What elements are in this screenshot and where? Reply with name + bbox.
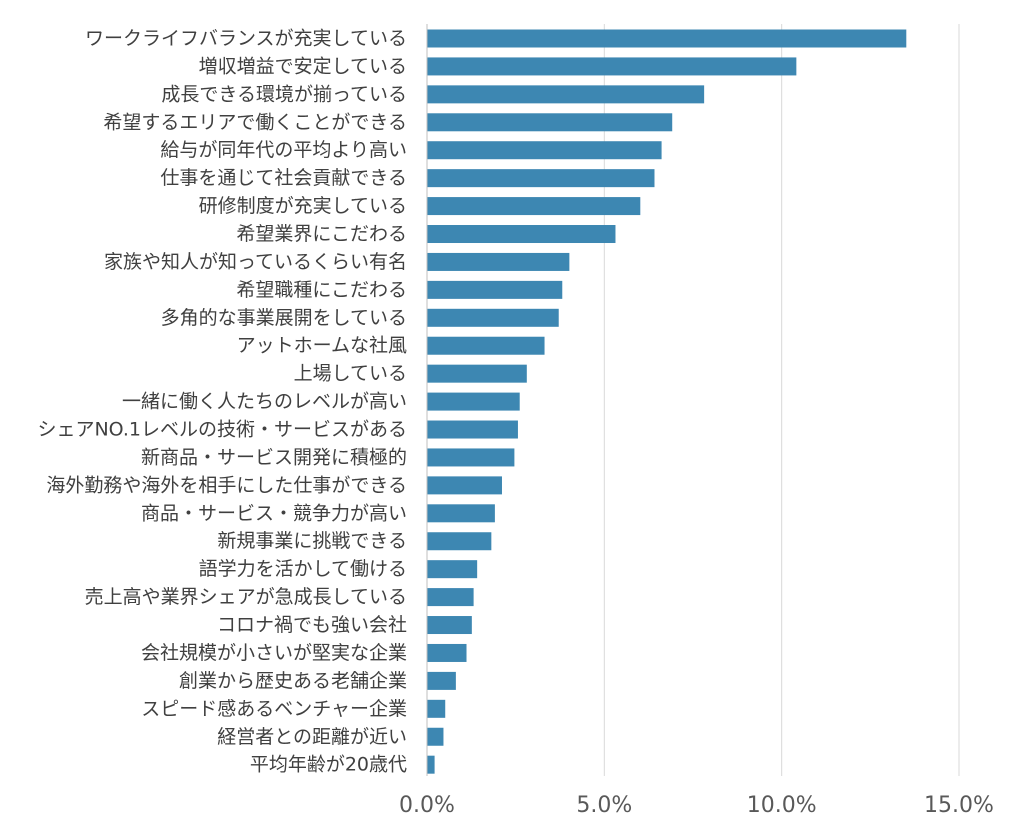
category-label: 創業から歴史ある老舗企業 bbox=[179, 670, 407, 692]
x-tick-label: 0.0% bbox=[399, 793, 455, 818]
category-label: 海外勤務や海外を相手にした仕事ができる bbox=[46, 474, 407, 496]
category-label: 増収増益で安定している bbox=[199, 55, 407, 77]
x-tick-labels: 0.0% 5.0% 10.0% 15.0% bbox=[399, 793, 994, 818]
bar bbox=[427, 643, 467, 662]
bar bbox=[427, 476, 502, 495]
bar bbox=[427, 364, 527, 383]
category-label: 語学力を活かして働ける bbox=[199, 558, 407, 580]
category-label: シェアNO.1レベルの技術・サービスがある bbox=[37, 419, 407, 441]
category-label: 給与が同年代の平均より高い bbox=[160, 139, 407, 161]
category-label: 仕事を通じて社会貢献できる bbox=[160, 167, 407, 189]
bar bbox=[427, 85, 705, 104]
bar bbox=[427, 755, 435, 774]
category-label: 上場している bbox=[294, 363, 407, 385]
category-label: コロナ禍でも強い会社 bbox=[217, 614, 407, 636]
category-labels: ワークライフバランスが充実している増収増益で安定している成長できる環境が揃ってい… bbox=[37, 28, 407, 776]
category-label: 新商品・サービス開発に積極的 bbox=[141, 446, 407, 468]
bar bbox=[427, 29, 907, 48]
category-label: 一緒に働く人たちのレベルが高い bbox=[122, 391, 407, 413]
category-label: ワークライフバランスが充実している bbox=[85, 28, 407, 50]
bar bbox=[427, 141, 662, 160]
bar bbox=[427, 671, 456, 690]
category-label: 平均年齢が20歳代 bbox=[250, 754, 407, 776]
category-label: 家族や知人が知っているくらい有名 bbox=[104, 251, 407, 273]
bar bbox=[427, 699, 446, 718]
category-label: 新規事業に挑戦できる bbox=[217, 530, 407, 552]
category-label: 売上高や業界シェアが急成長している bbox=[85, 586, 407, 608]
category-label: 希望するエリアで働くことができる bbox=[103, 111, 407, 133]
category-label: 成長できる環境が揃っている bbox=[161, 83, 407, 105]
category-label: 希望業界にこだわる bbox=[236, 223, 407, 245]
bar bbox=[427, 420, 518, 439]
category-label: 多角的な事業展開をしている bbox=[161, 307, 407, 329]
bar bbox=[427, 57, 797, 76]
bar bbox=[427, 532, 492, 551]
bar bbox=[427, 616, 472, 635]
category-label: 研修制度が充実している bbox=[199, 195, 407, 217]
bar bbox=[427, 560, 478, 579]
bar bbox=[427, 252, 570, 271]
category-label: 会社規模が小さいが堅実な企業 bbox=[141, 642, 407, 664]
bar bbox=[427, 308, 559, 327]
gridlines bbox=[603, 24, 960, 776]
category-label: 経営者との距離が近い bbox=[217, 726, 407, 748]
bar bbox=[427, 336, 545, 355]
x-tick-label: 5.0% bbox=[576, 793, 632, 818]
category-label: アットホームな社風 bbox=[237, 335, 407, 357]
bar bbox=[427, 113, 673, 132]
category-label: 商品・サービス・競争力が高い bbox=[141, 502, 407, 524]
bar bbox=[427, 280, 563, 299]
bar bbox=[427, 197, 641, 216]
category-label: スピード感あるベンチャー企業 bbox=[141, 698, 407, 720]
x-tick-label: 15.0% bbox=[924, 793, 994, 818]
bar-series bbox=[427, 29, 907, 774]
bar bbox=[427, 448, 515, 467]
bar bbox=[427, 169, 655, 188]
category-label: 希望職種にこだわる bbox=[236, 279, 407, 301]
bar bbox=[427, 504, 495, 523]
bar bbox=[427, 225, 616, 244]
bar bbox=[427, 392, 520, 411]
bar bbox=[427, 727, 444, 746]
x-tick-label: 10.0% bbox=[747, 793, 817, 818]
bar bbox=[427, 588, 474, 607]
